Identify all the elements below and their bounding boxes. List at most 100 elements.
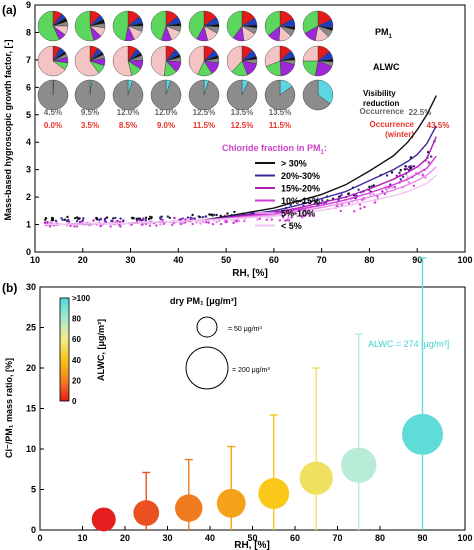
scatter-point	[372, 184, 375, 187]
panel-a-legend: > 30% 20%-30% 15%-20% 10%-15% 5%-10% < 5%	[255, 159, 320, 231]
scatter-point	[226, 212, 229, 215]
x-tick-label: 20	[120, 533, 130, 543]
scatter-point	[199, 222, 202, 225]
y-tick-label: 2	[26, 192, 31, 202]
scatter-point	[171, 222, 175, 226]
scatter-point	[281, 215, 285, 218]
occurrence-winter-value: 43.5%	[427, 121, 450, 130]
scatter-point	[173, 216, 176, 220]
panel-a-x-ticks: 10 20 30 40 50 60 70 80 90 100	[30, 248, 473, 265]
colorbar-ticks: 0 20 40 60 80 >100	[72, 294, 91, 406]
scatter-point	[357, 188, 360, 191]
y-tick-label: 10	[26, 444, 36, 454]
visibility-pie-slice	[264, 79, 296, 111]
visibility-pie	[226, 79, 258, 111]
alwc-pie	[302, 45, 334, 77]
scatter-point	[144, 216, 148, 219]
scatter-point	[67, 221, 70, 225]
scatter-point	[289, 203, 292, 207]
scatter-point	[215, 220, 218, 224]
scatter-point	[82, 217, 85, 220]
occurrence-winter-value: 12.5%	[231, 121, 254, 130]
pm1-pie	[264, 10, 296, 42]
pm1-pie-slice	[264, 10, 281, 36]
scatter-point	[75, 220, 79, 223]
scatter-point	[339, 209, 342, 213]
scatter-point	[119, 217, 122, 220]
scatter-point	[46, 221, 49, 224]
scatter-point	[233, 210, 236, 214]
x-tick-label: 90	[417, 533, 427, 543]
y-tick-label: 8	[26, 27, 31, 37]
scatter-point	[161, 218, 164, 222]
scatter-point	[418, 166, 422, 169]
scatter-point	[219, 222, 223, 226]
scatter-point	[270, 218, 273, 221]
occurrence-winter-values: 0.0% 3.5% 8.5% 9.0% 11.5% 12.5% 11.5% 43.5%	[44, 121, 449, 130]
y-tick-label: 4	[26, 137, 31, 147]
x-tick-label: 40	[205, 533, 215, 543]
scatter-point	[50, 218, 54, 222]
panel-a-frame	[34, 4, 466, 253]
legend-label: 15%-20%	[281, 184, 320, 194]
scatter-point	[295, 215, 299, 218]
data-circle	[216, 488, 246, 518]
scatter-point	[391, 186, 394, 189]
scatter-point	[88, 224, 91, 227]
scatter-point	[424, 176, 427, 179]
scatter-point	[44, 218, 47, 221]
occurrence-winter-value: 11.5%	[269, 121, 291, 130]
scatter-point	[147, 217, 151, 221]
occurrence-value: 13.5%	[269, 108, 292, 117]
alwc-pie-slice	[226, 45, 243, 73]
scatter-point	[287, 216, 290, 220]
data-circle	[133, 500, 160, 526]
occurrence-winter-value: 0.0%	[44, 121, 62, 130]
scatter-point	[412, 165, 416, 168]
scatter-point	[198, 215, 201, 219]
scatter-point	[112, 217, 115, 220]
y-tick-label: 25	[26, 323, 36, 333]
scatter-point	[99, 225, 102, 228]
visibility-pie-slice	[302, 79, 331, 111]
x-tick-label: 20	[78, 255, 88, 265]
scatter-point	[191, 213, 194, 217]
scatter-point	[235, 219, 238, 223]
size-legend-small-label: = 50 μg/m³	[228, 326, 262, 333]
scatter-point	[98, 218, 101, 222]
scatter-point	[162, 222, 165, 226]
scatter-point	[347, 192, 350, 195]
y-tick-label: 15	[26, 404, 36, 414]
y-tick-label: 3	[26, 165, 31, 175]
scatter-point	[66, 215, 69, 219]
alwc-pie-slice	[37, 45, 66, 77]
scatter-point	[210, 213, 214, 216]
occurrence-value: 12.5%	[193, 108, 216, 117]
y-tick-label: 5	[26, 110, 31, 120]
pm1-pie-slice	[226, 10, 243, 39]
x-tick-label: 90	[412, 255, 422, 265]
legend-label: 10%-15%	[281, 196, 320, 206]
x-tick-label: 100	[457, 255, 472, 265]
occurrence-label: Occurrence	[360, 107, 405, 116]
scatter-point	[186, 216, 190, 219]
visibility-pie	[37, 79, 69, 111]
scatter-point	[63, 218, 67, 221]
scatter-point	[76, 216, 79, 219]
scatter-point	[92, 219, 95, 222]
scatter-point	[43, 221, 47, 224]
panel-b-label: (b)	[2, 281, 17, 295]
scatter-point	[290, 216, 293, 219]
pm1-pie	[112, 10, 144, 42]
scatter-point	[212, 220, 216, 223]
occurrence-value: 9.5%	[81, 108, 99, 117]
occurrence-winter-value: 11.5%	[193, 121, 215, 130]
scatter-point	[359, 207, 362, 210]
data-circle	[402, 413, 443, 455]
scatter-point	[55, 221, 59, 224]
alwc-pie	[226, 45, 258, 77]
scatter-point	[208, 213, 211, 216]
legend-label: < 5%	[281, 221, 302, 231]
fit-curve	[44, 174, 437, 226]
row-label-reduction: reduction	[363, 99, 400, 108]
